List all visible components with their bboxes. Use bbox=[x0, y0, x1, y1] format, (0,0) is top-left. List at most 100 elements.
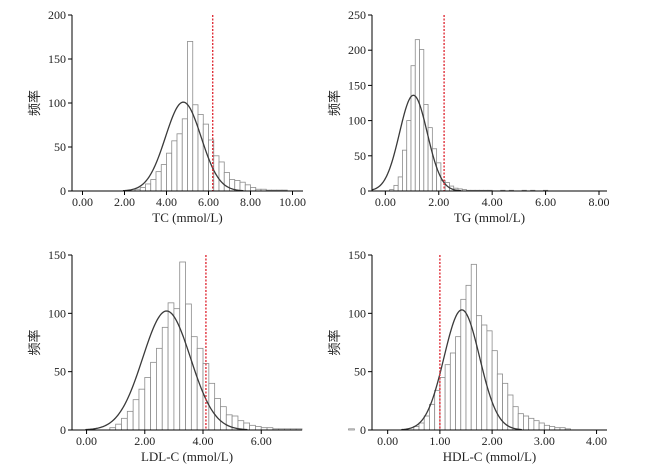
hdl-c-y-tick-label: 50 bbox=[354, 365, 366, 379]
hdl-c-histogram-bar bbox=[455, 336, 462, 431]
tg-y-tick-label: 200 bbox=[348, 43, 366, 57]
hdl-c-x-tick-label: 3.00 bbox=[534, 434, 555, 448]
tg-histogram-panel: 0 50 100 150 200 250 0.00 2.00 4.00 6.00 8.00 TG (m… bbox=[327, 8, 609, 225]
tg-histogram-bar bbox=[397, 176, 403, 192]
hdl-c-histogram-bar bbox=[423, 415, 430, 431]
tg-y-axis-title: 频率 bbox=[327, 90, 342, 116]
hdl-c-histogram-bar bbox=[538, 422, 545, 431]
tc-x-tick-label: 6.00 bbox=[198, 195, 219, 209]
tc-x-tick-label: 2.00 bbox=[114, 195, 135, 209]
tc-y-tick-label: 50 bbox=[54, 140, 66, 154]
hdl-c-histogram-bar bbox=[470, 263, 477, 431]
tg-y-tick-label: 100 bbox=[348, 114, 366, 128]
tg-histogram-bar bbox=[402, 149, 408, 192]
tc-histogram-bar bbox=[197, 114, 204, 192]
ldl-c-y-tick-label: 0 bbox=[60, 423, 66, 437]
tc-histogram-bar bbox=[181, 118, 188, 192]
tc-y-tick-label: 0 bbox=[60, 184, 66, 198]
ldl-c-histogram-bar bbox=[214, 398, 221, 431]
ldl-c-histogram-bar bbox=[132, 399, 140, 431]
tg-y-tick-label: 0 bbox=[360, 184, 366, 198]
tc-y-tick-label: 200 bbox=[48, 8, 66, 22]
hdl-c-histogram-bar bbox=[476, 315, 483, 431]
hdl-c-x-tick-label: 1.00 bbox=[429, 434, 450, 448]
tc-histogram-bar bbox=[244, 184, 251, 192]
hdl-c-x-tick-label: 2.00 bbox=[482, 434, 503, 448]
hdl-c-x-tick-label: 0.00 bbox=[377, 434, 398, 448]
ldl-c-histogram-bar bbox=[156, 347, 163, 431]
tg-y-tick-label: 250 bbox=[348, 8, 366, 22]
tc-histogram-bar bbox=[160, 164, 167, 192]
hdl-c-histogram-bar bbox=[533, 420, 540, 431]
tc-histogram-bar bbox=[176, 133, 183, 192]
ldl-c-histogram-bar bbox=[179, 261, 186, 431]
ldl-c-histogram-bar bbox=[225, 414, 233, 431]
tg-x-tick-label: 6.00 bbox=[535, 195, 556, 209]
tg-histogram-bar bbox=[410, 65, 416, 192]
ldl-c-histogram-bar bbox=[348, 428, 355, 431]
ldl-c-normal-curve bbox=[85, 310, 248, 431]
tc-histogram-bar bbox=[223, 172, 230, 192]
ldl-c-y-tick-label: 100 bbox=[48, 306, 66, 320]
hdl-c-histogram-panel: 0 50 100 150 0.00 1.00 2.00 3.00 4.00 HDL-C (mmol… bbox=[327, 248, 607, 464]
hdl-c-normal-curve bbox=[401, 309, 522, 431]
hdl-c-histogram-bar bbox=[465, 284, 472, 431]
tc-normal-curve bbox=[122, 101, 244, 192]
hdl-c-x-axis-title: HDL-C (mmol/L) bbox=[443, 449, 537, 464]
ldl-c-y-tick-label: 50 bbox=[54, 365, 66, 379]
hdl-c-histogram-bar bbox=[549, 426, 556, 431]
tc-histogram-panel: 0 50 100 150 200 0.00 2.00 4.00 6.00 8.00 10.00 TC … bbox=[27, 8, 306, 225]
ldl-c-x-axis-title: LDL-C (mmol/L) bbox=[141, 449, 233, 464]
ldl-c-histogram-bar bbox=[121, 417, 128, 431]
hdl-c-histogram-bar bbox=[486, 330, 493, 431]
hdl-c-histogram-bar bbox=[507, 394, 514, 431]
hdl-c-x-tick-label: 4.00 bbox=[586, 434, 607, 448]
hdl-c-histogram-bar bbox=[439, 377, 446, 431]
tc-histogram-bar bbox=[166, 152, 173, 192]
ldl-c-histogram-bar bbox=[167, 302, 175, 431]
hdl-c-histogram-bar bbox=[512, 406, 519, 431]
ldl-c-y-tick-label: 150 bbox=[48, 248, 66, 262]
tg-x-tick-label: 0.00 bbox=[375, 195, 396, 209]
ldl-c-histogram-bar bbox=[138, 388, 146, 431]
tc-x-axis-title: TC (mmol/L) bbox=[152, 210, 222, 225]
ldl-c-histogram-bar bbox=[126, 410, 134, 431]
tg-x-tick-label: 8.00 bbox=[588, 195, 609, 209]
ldl-c-x-tick-label: 0.00 bbox=[76, 434, 97, 448]
tg-x-axis-title: TG (mmol/L) bbox=[454, 210, 525, 225]
hdl-c-histogram-bar bbox=[460, 298, 467, 431]
hdl-c-histogram-bar bbox=[517, 413, 524, 431]
tg-histogram-bar bbox=[393, 184, 399, 192]
hdl-c-histogram-bar bbox=[491, 350, 498, 431]
hdl-c-histogram-bar bbox=[543, 424, 550, 431]
ldl-c-histogram-bar bbox=[255, 426, 262, 431]
tc-histogram-bar bbox=[250, 187, 257, 192]
ldl-c-histogram-bar bbox=[161, 326, 169, 431]
hdl-c-y-tick-label: 0 bbox=[360, 423, 366, 437]
tc-x-tick-label: 4.00 bbox=[156, 195, 177, 209]
hdl-c-histogram-bar bbox=[449, 352, 456, 431]
ldl-c-y-axis-title: 频率 bbox=[27, 329, 42, 355]
hdl-c-y-axis-title: 频率 bbox=[327, 329, 342, 355]
tg-x-tick-label: 2.00 bbox=[428, 195, 449, 209]
tg-y-tick-label: 150 bbox=[348, 78, 366, 92]
hdl-c-histogram-bar bbox=[418, 422, 425, 431]
hdl-c-histogram-bar bbox=[434, 389, 441, 431]
tc-histogram-bar bbox=[139, 187, 146, 192]
ldl-c-histogram-bar bbox=[150, 361, 157, 431]
tg-x-tick-label: 4.00 bbox=[482, 195, 503, 209]
tg-normal-curve bbox=[371, 94, 462, 192]
tc-y-tick-label: 150 bbox=[48, 52, 66, 66]
ldl-c-histogram-bar bbox=[115, 423, 122, 431]
tg-histogram-bar bbox=[419, 49, 425, 192]
ldl-c-x-tick-label: 6.00 bbox=[251, 434, 272, 448]
hdl-c-histogram-bar bbox=[528, 417, 535, 431]
ldl-c-histogram-bar bbox=[185, 303, 192, 431]
hdl-c-histogram-bar bbox=[496, 373, 503, 431]
hdl-c-histogram-bar bbox=[429, 403, 436, 431]
tg-histogram-bar bbox=[406, 120, 412, 192]
tc-histogram-bar bbox=[213, 155, 220, 192]
ldl-c-histogram-bar bbox=[220, 406, 227, 431]
tc-histogram-bar bbox=[192, 104, 199, 192]
